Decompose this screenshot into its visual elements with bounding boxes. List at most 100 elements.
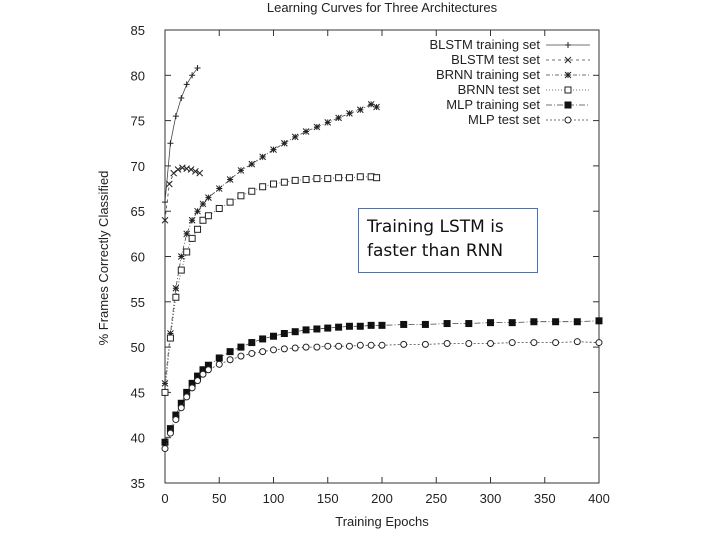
data-point [172,113,179,120]
data-point [177,404,185,412]
data-point [183,230,191,238]
data-point [170,169,178,177]
series-line [164,167,200,221]
series-line [164,103,377,384]
data-point [161,445,169,453]
data-point [189,72,196,79]
series-mlp-test-set [161,338,603,453]
data-point [215,354,223,362]
data-point [356,322,364,330]
y-tick-label: 50 [131,340,145,355]
data-point [302,128,310,135]
data-point [530,318,538,326]
data-point [166,429,174,437]
data-point [378,321,386,329]
data-point [313,175,321,183]
data-point [226,356,234,364]
legend-marker [564,56,572,64]
data-point [367,321,375,329]
data-point [226,348,234,356]
series-blstm-training-set [162,65,201,206]
data-point [161,388,169,396]
data-point [508,339,516,347]
data-point [183,165,191,172]
data-point [280,330,288,338]
data-point [356,341,364,349]
data-point [178,94,185,101]
data-point [324,342,332,350]
data-point [421,340,429,348]
data-point [172,416,180,424]
series-line [164,320,600,443]
data-point [199,216,207,224]
series-line [164,176,377,393]
data-point [346,109,353,117]
legend-marker [564,116,572,124]
data-point [373,103,380,111]
data-point [259,153,267,161]
data-point [345,342,353,350]
data-point [161,438,169,446]
data-point [177,266,185,274]
legend-marker [564,101,572,109]
data-point [280,178,288,186]
y-tick-label: 45 [131,385,145,400]
data-point [215,204,223,212]
y-tick-label: 35 [131,476,145,491]
data-point [291,344,299,352]
data-point [199,370,207,378]
data-point [188,216,196,224]
data-point [194,207,201,215]
x-tick-label: 200 [371,491,393,506]
data-point [530,339,538,347]
data-point [172,284,180,292]
data-point [302,343,310,351]
data-point [400,320,408,328]
data-point [161,216,169,224]
data-point [248,339,256,347]
data-point [335,174,343,182]
axis-ticks: 35 40 45 50 55 60 65 70 75 80 85 0 50 100 150 200 250 300… [131,23,610,506]
annotation-callout: Training LSTM is faster than RNN [358,208,538,273]
x-tick-label: 350 [534,491,556,506]
x-tick-label: 50 [212,491,226,506]
series-brnn-training-set [161,100,380,387]
data-point [187,166,195,173]
legend-label: MLP test set [468,112,540,127]
x-tick-label: 150 [317,491,339,506]
data-point [345,322,353,330]
data-point [291,176,299,184]
data-point [313,343,321,351]
y-tick-label: 55 [131,295,145,310]
y-tick-label: 65 [131,204,145,219]
data-point [367,100,375,108]
data-point [356,106,364,114]
data-point [177,253,185,260]
data-point [174,166,182,173]
y-axis-label: % Frames Correctly Classified [96,171,111,346]
data-point [192,167,199,175]
data-point [465,339,473,347]
legend-marker [564,71,572,79]
data-point [291,328,299,336]
series-brnn-test-set [161,173,381,396]
y-tick-label: 60 [131,250,145,265]
data-point [270,346,277,354]
data-point [552,339,560,347]
data-point [280,139,288,147]
data-point [367,341,375,349]
data-point [400,340,408,348]
data-point [302,326,310,334]
y-tick-label: 70 [131,159,145,174]
data-point [443,320,451,328]
data-point [487,339,494,347]
data-point [183,393,191,401]
data-point [237,343,245,351]
data-point [172,293,180,301]
data-point [270,332,277,340]
data-point [280,345,288,353]
legend-label: BLSTM test set [451,52,540,67]
data-point [443,339,451,347]
legend-label: BRNN training set [436,67,540,82]
